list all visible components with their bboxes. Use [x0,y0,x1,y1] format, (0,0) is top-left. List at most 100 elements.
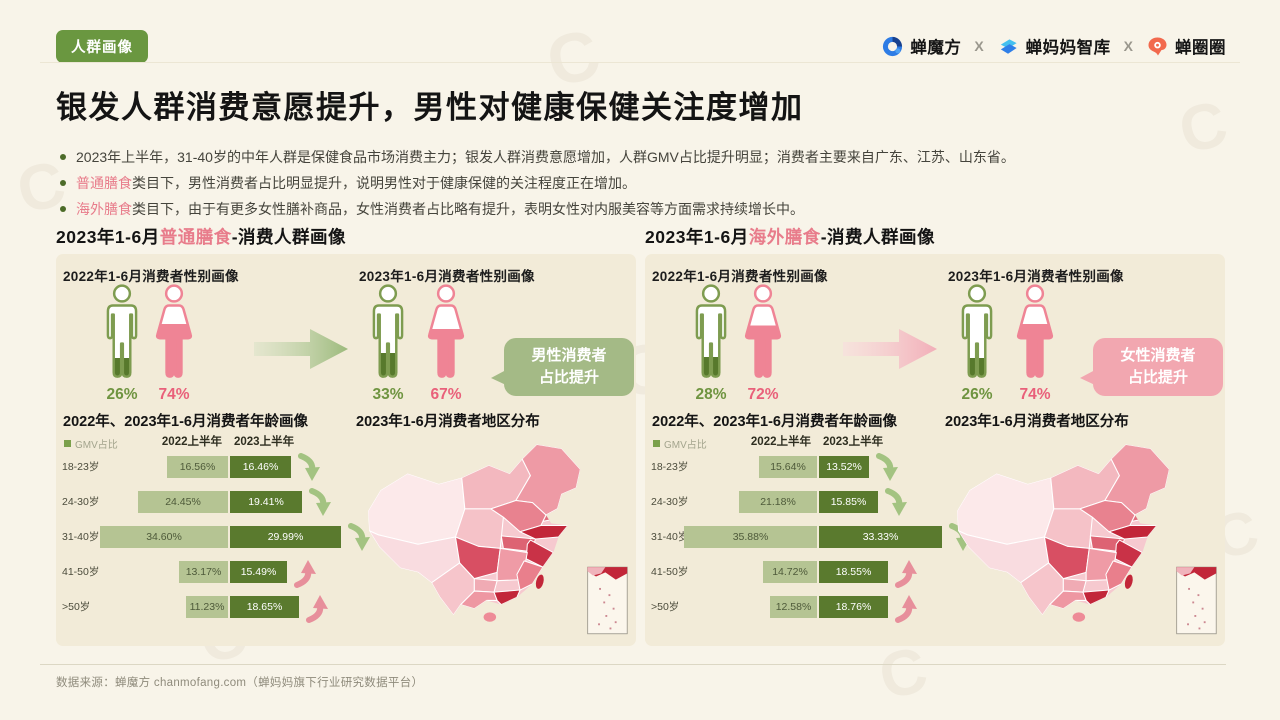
bar-2022: 13.17% [179,561,228,583]
bar-2022: 11.23% [186,596,228,618]
age-category-label: >50岁 [62,601,91,613]
logo-chanquanquan: 蝉圈圈 [1146,34,1226,58]
male-figure-icon [372,284,404,378]
south-china-sea-inset [1176,566,1217,635]
bar-2022: 12.58% [770,596,817,618]
male-figure-2022: 28% [685,284,737,404]
bar-2023: 19.41% [230,491,302,513]
logo-chanquanquan-name: 蝉圈圈 [1175,39,1226,57]
trend-indicator [293,558,319,588]
age-category-label: 31-40岁 [651,531,689,543]
trend-down-arrow-icon [885,488,907,516]
female-figure-icon [1016,284,1054,378]
trend-indicator [308,488,334,518]
age-row: >50岁 11.23% 18.65% [62,595,392,623]
col-header-2023: 2023上半年 [823,436,884,448]
age-row: >50岁 12.58% 18.76% [651,595,981,623]
age-bar-chart: 18-23岁 16.56% 16.46% 24-30岁 24.45% 19.41… [62,453,392,636]
trend-indicator [894,593,920,623]
bullet-text: 类目下，男性消费者占比明显提升，说明男性对于健康保健的关注程度正在增加。 [132,175,636,191]
age-row: 31-40岁 35.88% 33.33% [651,523,981,551]
chanmofang-logo-icon [883,36,903,56]
female-figure-icon [744,284,782,378]
female-figure-chart [420,284,472,385]
china-choropleth-map [368,444,628,635]
male-figure-icon [106,284,138,378]
section-header-prefix: 2023年1-6月 [56,227,160,247]
gender-2022-title: 2022年1-6月消费者性别画像 [652,269,828,284]
trend-up-arrow-icon [895,560,917,588]
trend-indicator [875,453,901,483]
logo-chanmama-zhiku-name: 蝉妈妈智库 [1025,39,1111,57]
callout-line2: 占比提升 [538,369,599,386]
logo-separator: X [974,38,984,54]
age-category-label: >50岁 [651,601,680,613]
female-pct-2023: 74% [1019,386,1051,403]
gender-2023-title: 2023年1-6月消费者性别画像 [359,269,535,284]
region-distribution-map [354,436,634,640]
female-pct-2022: 74% [158,386,190,403]
age-chart-column-headers: 2022上半年 2023上半年 [62,433,370,449]
age-row: 18-23岁 16.56% 16.46% [62,453,392,481]
year-transition-arrow-icon [254,326,350,372]
male-figure-chart [685,284,737,385]
male-pct-2023: 26% [961,386,993,403]
data-source-note: 数据来源：蝉魔方 chanmofang.com（蝉妈妈旗下行业研究数据平台） [56,677,424,689]
male-figure-chart [951,284,1003,385]
age-chart-title: 2022年、2023年1-6月消费者年龄画像 [63,414,308,430]
bar-2022: 15.64% [759,456,817,478]
callout-line1: 男性消费者 [531,347,607,364]
bar-2023: 18.76% [819,596,888,618]
trend-indicator [297,453,323,483]
bar-2023: 29.99% [230,526,341,548]
female-figure-2023: 67% [420,284,472,404]
section-header-category: 海外膳食 [748,227,821,247]
section-header-putong: 2023年1-6月普通膳食-消费人群画像 [56,224,636,248]
bullet-item: 2023年上半年，31-40岁的中年人群是保健食品市场消费主力；银发人群消费意愿… [58,144,1015,170]
female-figure-chart [148,284,200,385]
age-category-label: 18-23岁 [62,461,100,473]
gender-2023-title: 2023年1-6月消费者性别画像 [948,269,1124,284]
age-category-label: 24-30岁 [651,496,689,508]
female-figure-2023: 74% [1009,284,1061,404]
male-pct-2022: 28% [695,386,727,403]
bar-2023: 18.55% [819,561,888,583]
callout-line1: 女性消费者 [1120,347,1196,364]
section-header-prefix: 2023年1-6月 [645,227,749,247]
bar-2023: 15.85% [819,491,878,513]
bar-2023: 16.46% [230,456,291,478]
bar-2023: 13.52% [819,456,869,478]
age-chart-column-headers: 2022上半年 2023上半年 [651,433,959,449]
bar-2023: 33.33% [819,526,942,548]
panel-body: 2022年1-6月消费者性别画像 2023年1-6月消费者性别画像 26% 74… [56,254,636,646]
age-row: 24-30岁 24.45% 19.41% [62,488,392,516]
col-header-2023: 2023上半年 [234,436,295,448]
map-title: 2023年1-6月消费者地区分布 [945,414,1129,430]
trend-down-arrow-icon [309,488,331,516]
china-choropleth-map [957,444,1217,635]
age-row: 18-23岁 15.64% 13.52% [651,453,981,481]
panel-body: 2022年1-6月消费者性别画像 2023年1-6月消费者性别画像 28% 72… [645,254,1225,646]
bullet-text: 类目下，由于有更多女性膳补商品，女性消费者占比略有提升，表明女性对内服美容等方面… [132,201,804,217]
callout-line2: 占比提升 [1127,369,1188,386]
male-figure-chart [96,284,148,385]
bullet-highlight: 普通膳食 [76,175,132,191]
male-figure-2023: 26% [951,284,1003,404]
bar-2023: 18.65% [230,596,299,618]
female-pct-2023: 67% [430,386,462,403]
header-divider [40,62,1240,63]
bar-2022: 34.60% [100,526,228,548]
age-chart-title: 2022年、2023年1-6月消费者年龄画像 [652,414,897,430]
age-category-label: 41-50岁 [62,566,100,578]
page-tag-badge: 人群画像 [56,30,148,63]
taiwan-island [1124,574,1133,589]
section-header-suffix: -消费人群画像 [231,227,347,247]
panel-haiwai-shanshi: 2023年1-6月海外膳食-消费人群画像 2022年1-6月消费者性别画像 20… [645,224,1225,646]
female-figure-icon [155,284,193,378]
age-row: 41-50岁 14.72% 18.55% [651,560,981,588]
trend-up-arrow-icon [895,595,917,623]
legend-label: GMV占比 [664,440,707,451]
logo-separator: X [1123,38,1133,54]
bullet-item: 海外膳食类目下，由于有更多女性膳补商品，女性消费者占比略有提升，表明女性对内服美… [58,196,1015,222]
trend-down-arrow-icon [876,453,898,481]
